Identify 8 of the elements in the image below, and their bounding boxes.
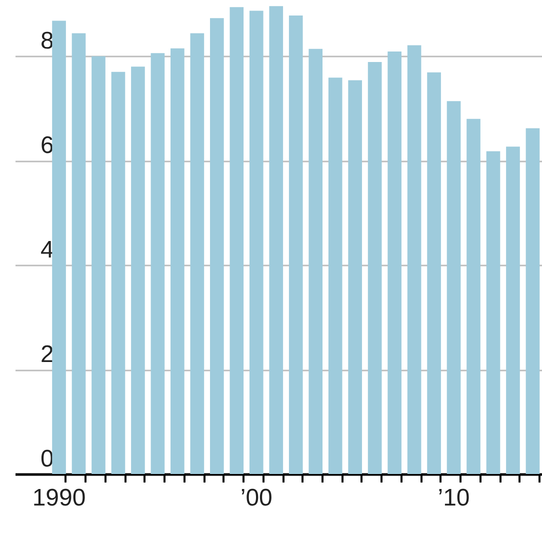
y-tick-label: 8 [40, 28, 54, 55]
y-tick-label: 6 [40, 132, 54, 160]
y-tick-label: 2 [40, 341, 54, 368]
x-tick-label: ’10 [438, 484, 470, 512]
y-tick-label: 0 [40, 446, 54, 472]
x-tick-label: 1990 [32, 484, 86, 512]
y-tick-label: 4 [40, 236, 54, 264]
x-tick-label: ’00 [240, 484, 272, 512]
